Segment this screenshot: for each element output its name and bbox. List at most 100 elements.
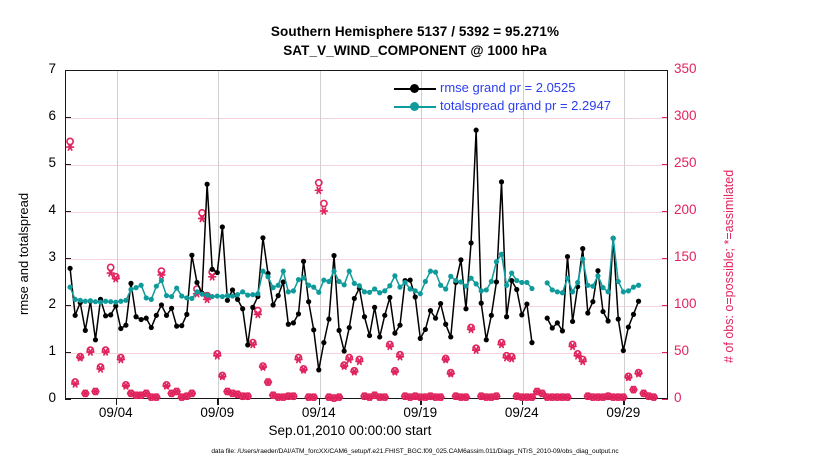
rmse-marker	[422, 326, 428, 333]
rmse-marker	[615, 316, 621, 322]
x-axis-tick-label: 09/04	[98, 405, 133, 420]
totalspread-marker	[630, 284, 637, 290]
totalspread-marker	[336, 278, 342, 285]
obs-assimilated-marker	[187, 389, 197, 398]
rmse-marker	[351, 295, 357, 302]
obs-assimilated-marker	[177, 393, 186, 401]
rmse-marker	[549, 325, 555, 331]
totalspread-marker	[559, 290, 566, 296]
totalspread-marker	[392, 273, 398, 279]
obs-assimilated-marker	[101, 348, 110, 356]
rmse-marker	[148, 324, 154, 331]
legend-label-rmse: rmse grand pr = 2.0525	[440, 80, 576, 95]
totalspread-marker	[569, 289, 576, 295]
rmse-marker	[458, 257, 464, 263]
x-axis-tick-label: 09/19	[403, 405, 438, 420]
totalspread-marker	[615, 278, 621, 285]
totalspread-marker	[514, 277, 520, 284]
data-series-layer	[65, 127, 659, 402]
obs-possible-marker	[66, 137, 74, 146]
totalspread-marker	[503, 282, 510, 288]
rmse-marker	[605, 318, 611, 324]
y-axis-right-tick-label: 300	[674, 108, 697, 123]
y-axis-right-label: # of obs: o=possible; *=assimilated	[722, 169, 736, 363]
totalspread-marker	[321, 277, 327, 283]
obs-assimilated-marker	[106, 269, 115, 277]
obs-possible-marker	[446, 368, 455, 377]
totalspread-marker	[184, 295, 190, 301]
totalspread-marker	[468, 275, 474, 281]
totalspread-marker	[194, 289, 200, 295]
data-file-footer: data file: /Users/raeder/DAI/ATM_forcXX/…	[211, 448, 619, 455]
rmse-marker	[585, 310, 591, 316]
rmse-marker	[600, 308, 606, 315]
rmse-marker	[514, 286, 520, 293]
obs-assimilated-marker	[487, 393, 496, 401]
obs-assimilated-marker	[563, 393, 572, 401]
x-axis-label: Sep.01,2010 00:00:00 start	[268, 423, 432, 438]
legend-marker-rmse	[410, 84, 419, 93]
rmse-marker	[438, 300, 444, 307]
totalspread-marker	[443, 286, 449, 292]
rmse-marker	[118, 325, 124, 332]
rmse-marker	[67, 265, 73, 271]
obs-assimilated-marker	[258, 363, 268, 371]
obs-assimilated-marker	[157, 271, 166, 279]
rmse-marker	[417, 335, 423, 341]
rmse-marker	[595, 268, 601, 274]
vertical-gridline	[218, 71, 220, 398]
totalspread-marker	[483, 287, 489, 293]
y-axis-left-tick-label: 2	[48, 296, 56, 311]
totalspread-marker	[366, 289, 373, 295]
obs-assimilated-marker	[624, 373, 633, 382]
rmse-marker	[372, 304, 378, 310]
obs-assimilated-marker	[96, 365, 105, 373]
obs-assimilated-marker	[319, 207, 329, 215]
rmse-marker	[204, 181, 210, 187]
obs-possible-marker	[340, 361, 349, 370]
rmse-marker	[478, 300, 484, 306]
totalspread-marker	[432, 269, 439, 275]
rmse-marker	[214, 269, 220, 276]
obs-assimilated-marker	[111, 274, 121, 283]
rmse-marker	[397, 322, 403, 328]
totalspread-marker	[590, 283, 596, 289]
rmse-marker	[270, 302, 276, 308]
totalspread-marker	[219, 293, 225, 300]
totalspread-marker	[402, 279, 408, 286]
totalspread-marker	[158, 277, 165, 284]
y-axis-right-tick-label: 200	[674, 202, 697, 217]
totalspread-marker	[240, 289, 246, 295]
rmse-marker	[128, 280, 134, 286]
y-axis-right-tick-label: 0	[674, 390, 682, 405]
legend-item-rmse[interactable]: rmse grand pr = 2.0525	[392, 80, 654, 98]
y-axis-left-tick-mark	[65, 352, 71, 354]
totalspread-marker	[295, 277, 302, 283]
obs-assimilated-marker	[634, 369, 643, 378]
rmse-marker	[427, 308, 434, 314]
rmse-marker	[311, 327, 317, 333]
rmse-marker	[443, 321, 449, 327]
totalspread-marker	[92, 299, 99, 305]
rmse-marker	[133, 314, 139, 320]
vertical-gridline	[421, 71, 423, 398]
legend-item-totalspread[interactable]: totalspread grand pr = 2.2947	[392, 98, 654, 116]
obs-possible-marker	[319, 199, 328, 208]
x-axis-tick-mark	[115, 399, 118, 405]
totalspread-marker	[453, 277, 459, 284]
totalspread-marker	[427, 268, 434, 274]
rmse-marker	[503, 314, 510, 320]
chart-title: Southern Hemisphere 5137 / 5392 = 95.271…	[0, 22, 830, 60]
totalspread-marker	[316, 289, 322, 295]
y-axis-left-tick-label: 6	[48, 108, 56, 123]
rmse-marker	[346, 324, 352, 331]
rmse-marker	[306, 299, 312, 305]
rmse-marker	[361, 314, 368, 320]
rmse-marker	[103, 313, 109, 319]
obs-assimilated-marker	[390, 367, 400, 376]
totalspread-marker	[270, 285, 276, 291]
obs-assimilated-marker	[314, 186, 324, 195]
totalspread-marker	[509, 270, 515, 276]
totalspread-marker	[331, 268, 337, 274]
